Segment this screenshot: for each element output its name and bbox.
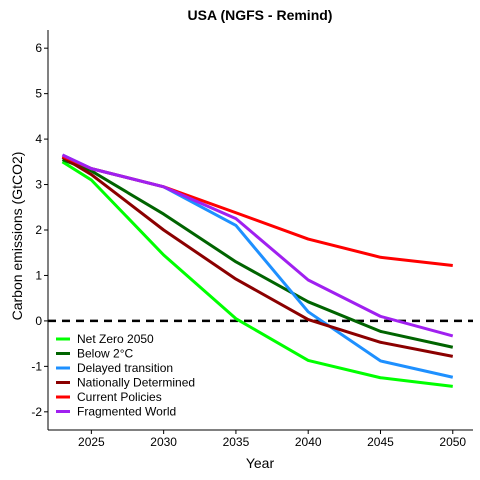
y-axis: -2 -1 0 1 2 3 4 5 6 — [31, 30, 49, 430]
y-tick-label: 3 — [35, 178, 42, 192]
legend-label: Below 2°C — [77, 347, 133, 361]
y-tick-label: 0 — [35, 314, 42, 328]
legend-label: Net Zero 2050 — [77, 332, 154, 346]
y-tick-label: 6 — [35, 41, 42, 55]
x-tick-label: 2035 — [223, 435, 250, 449]
x-tick-label: 2025 — [78, 435, 105, 449]
x-tick-label: 2040 — [295, 435, 322, 449]
legend-label: Fragmented World — [77, 405, 176, 419]
y-tick-label: 5 — [35, 87, 42, 101]
x-axis-label: Year — [246, 455, 275, 471]
y-tick-label: -2 — [31, 405, 42, 419]
series-line-net-zero-2050 — [61, 160, 453, 388]
y-tick-label: 4 — [35, 132, 42, 146]
y-tick-label: 2 — [35, 223, 42, 237]
series-line-nationally-determined — [61, 155, 454, 358]
legend-label: Current Policies — [77, 390, 162, 404]
legend-label: Delayed transition — [77, 361, 173, 375]
y-axis-label: Carbon emissions (GtCO2) — [9, 152, 25, 321]
legend-label: Nationally Determined — [77, 376, 195, 390]
x-axis: 2025 2030 2035 2040 2045 2050 — [48, 429, 473, 449]
x-tick-label: 2030 — [150, 435, 177, 449]
y-tick-label: 1 — [35, 268, 42, 282]
x-tick-label: 2050 — [439, 435, 466, 449]
chart-title: USA (NGFS - Remind) — [188, 7, 333, 23]
series-line-below-2-c — [61, 158, 454, 349]
plot-area — [48, 153, 473, 388]
x-tick-label: 2045 — [367, 435, 394, 449]
series-line-fragmented-world — [61, 153, 454, 338]
y-tick-label: -1 — [31, 359, 42, 373]
